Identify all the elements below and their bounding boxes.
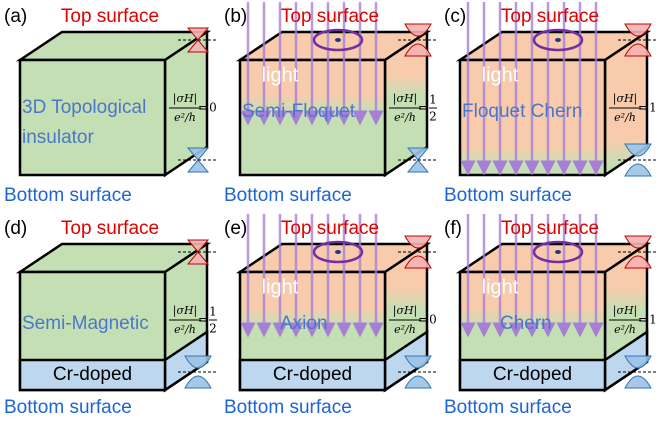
material-label: 3D Topological: [22, 97, 146, 118]
top-surface-label: Top surface: [61, 6, 159, 27]
top-surface-label: Top surface: [281, 218, 379, 239]
material-label: Semi-Floquet: [242, 101, 356, 122]
top-surface-label: Top surface: [501, 6, 599, 27]
bottom-surface-label: Bottom surface: [224, 185, 352, 206]
formula-numerator: |σH|: [173, 304, 198, 318]
formula-value: 1: [649, 313, 657, 327]
polarization-dot: [335, 250, 341, 254]
formula-numerator: |σH|: [173, 92, 198, 106]
figure: (a) Top surface Bottom surface 3D Topologic…: [0, 0, 659, 422]
gapped-band: [185, 376, 211, 388]
formula-numerator: |σH|: [613, 304, 638, 318]
value-numerator: 1: [429, 93, 437, 107]
panel-label: (a): [4, 6, 27, 27]
panel-label: (c): [444, 6, 466, 27]
panel: light (b) Top surface Bottom surface Semi-Fl…: [224, 2, 438, 206]
formula-equals: =: [198, 101, 208, 115]
bottom-surface-label: Bottom surface: [4, 397, 132, 418]
panel: (a) Top surface Bottom surface 3D Topologic…: [4, 6, 218, 206]
panel-label: (e): [224, 218, 247, 239]
panel-label: (f): [444, 218, 462, 239]
material-label: Chern: [500, 313, 552, 334]
formula-value: 0: [429, 313, 437, 327]
formula-equals: =: [638, 101, 648, 115]
material-label: Semi-Magnetic: [22, 313, 149, 334]
formula-denominator: e²/h: [614, 323, 636, 336]
formula-denominator: e²/h: [174, 111, 196, 124]
bottom-surface-label: Bottom surface: [444, 185, 572, 206]
panel: Cr-doped light (e) Top surface Bottom surfac…: [224, 214, 438, 418]
bottom-surface-label: Bottom surface: [224, 397, 352, 418]
panel: Cr-doped (d) Top surface Bottom surface Semi…: [4, 218, 218, 418]
layer-label: Cr-doped: [273, 364, 352, 385]
gapped-band: [625, 164, 651, 176]
value-denominator: 2: [429, 110, 437, 124]
formula-denominator: e²/h: [614, 111, 636, 124]
light-label: light: [482, 276, 519, 298]
formula-equals: =: [418, 313, 428, 327]
formula-equals: =: [198, 313, 208, 327]
material-label: Floquet Chern: [462, 101, 582, 122]
formula-denominator: e²/h: [394, 323, 416, 336]
light-label: light: [262, 64, 299, 86]
formula-denominator: e²/h: [174, 323, 196, 336]
formula-equals: =: [418, 101, 428, 115]
bottom-surface-label: Bottom surface: [4, 185, 132, 206]
formula-value: 1: [649, 101, 657, 115]
material-label: insulator: [22, 127, 94, 148]
formula-numerator: |σH|: [393, 92, 418, 106]
formula-equals: =: [638, 313, 648, 327]
panel: light (c) Top surface Bottom surface Floquet…: [444, 2, 658, 206]
polarization-dot: [335, 38, 341, 42]
top-surface-label: Top surface: [61, 218, 159, 239]
gapped-band: [625, 376, 651, 388]
formula-numerator: |σH|: [613, 92, 638, 106]
light-label: light: [482, 64, 519, 86]
light-label: light: [262, 276, 299, 298]
value-denominator: 2: [209, 322, 217, 336]
layer-label: Cr-doped: [53, 364, 132, 385]
polarization-dot: [555, 38, 561, 42]
formula-numerator: |σH|: [393, 304, 418, 318]
gapped-band: [405, 376, 431, 388]
panel-label: (b): [224, 6, 247, 27]
panel: Cr-doped light (f) Top surface Bottom surfac…: [444, 214, 658, 418]
panel-label: (d): [4, 218, 27, 239]
formula-denominator: e²/h: [394, 111, 416, 124]
formula-value: 0: [209, 101, 217, 115]
material-label: Axion: [280, 313, 328, 334]
bottom-surface-label: Bottom surface: [444, 397, 572, 418]
top-surface-label: Top surface: [281, 6, 379, 27]
value-numerator: 1: [209, 305, 217, 319]
polarization-dot: [555, 250, 561, 254]
top-surface-label: Top surface: [501, 218, 599, 239]
layer-label: Cr-doped: [493, 364, 572, 385]
